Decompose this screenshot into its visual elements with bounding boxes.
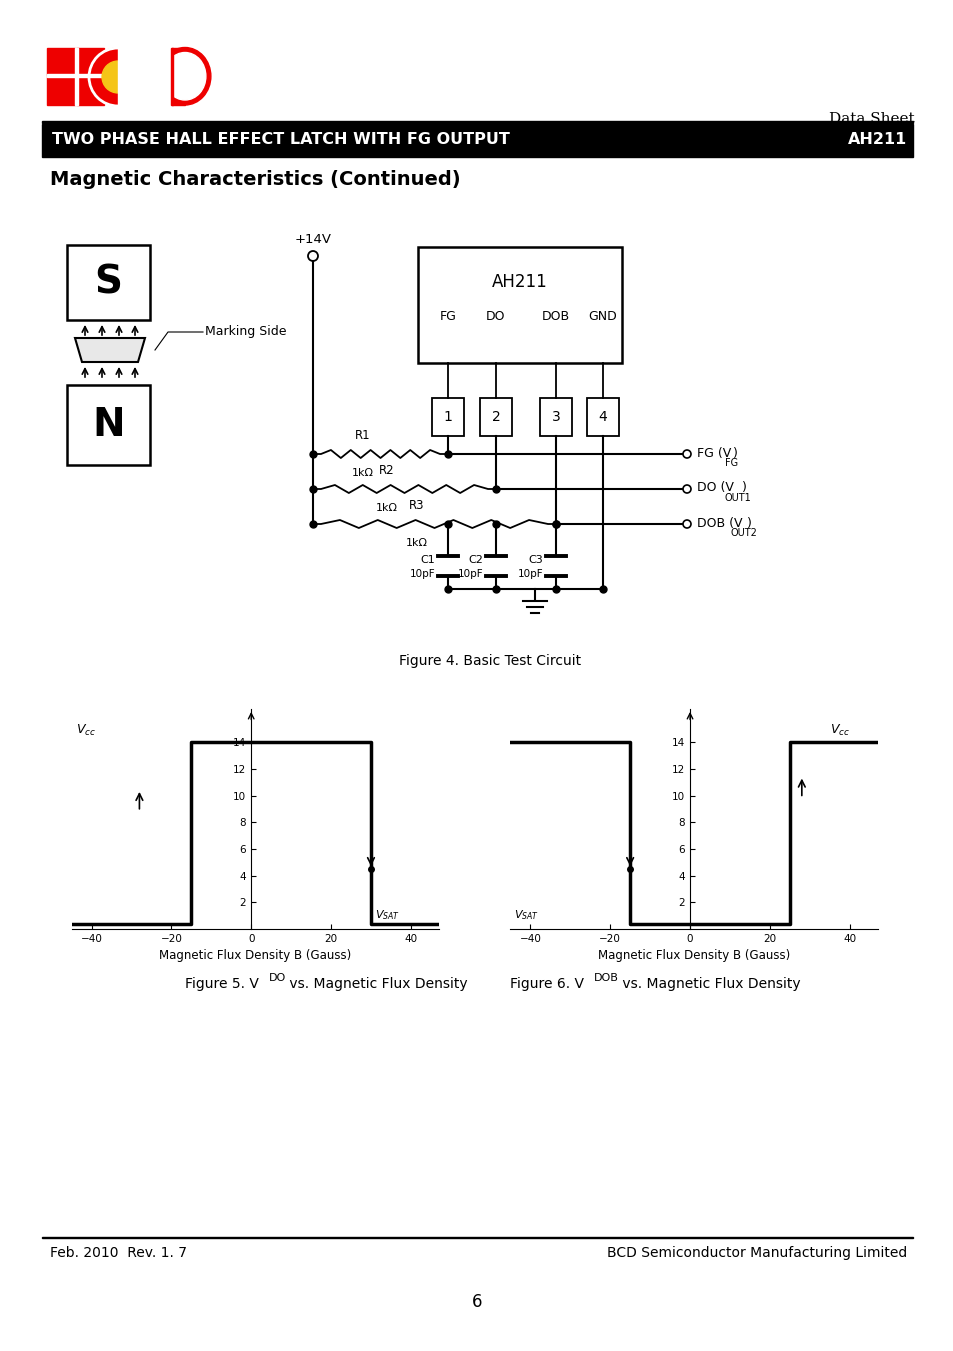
Text: Magnetic Characteristics (Continued): Magnetic Characteristics (Continued) [50, 170, 460, 189]
Text: FG (V: FG (V [697, 446, 731, 459]
Bar [118, 47, 149, 107]
Bar [47, 77, 75, 105]
Text: OUT2: OUT2 [730, 528, 757, 538]
Text: C3: C3 [528, 555, 542, 565]
Text: 10pF: 10pF [517, 569, 542, 580]
Text: 4: 4 [598, 409, 607, 424]
Text: DO: DO [269, 973, 286, 984]
Text: ): ) [746, 516, 752, 530]
Text: 2: 2 [491, 409, 500, 424]
Bar [42, 124, 912, 157]
Text: ): ) [733, 446, 738, 459]
Text: DOB: DOB [541, 311, 570, 323]
Text: DO: DO [486, 311, 505, 323]
Text: Figure 6. V: Figure 6. V [510, 977, 583, 992]
Text: Marking Side: Marking Side [205, 326, 286, 339]
Polygon shape [75, 338, 145, 362]
Text: 1: 1 [443, 409, 452, 424]
Text: R1: R1 [355, 430, 370, 442]
Bar [47, 74, 106, 77]
Text: 1kΩ: 1kΩ [405, 538, 427, 549]
Circle shape [102, 61, 133, 93]
Text: FG: FG [724, 458, 738, 467]
Text: OUT1: OUT1 [724, 493, 751, 503]
Bar [67, 385, 150, 465]
Text: vs. Magnetic Flux Density: vs. Magnetic Flux Density [285, 977, 467, 992]
Text: $V_{SAT}$: $V_{SAT}$ [375, 908, 399, 923]
Ellipse shape [159, 47, 211, 105]
Text: 1kΩ: 1kΩ [351, 467, 374, 478]
Bar [67, 245, 150, 320]
Bar [479, 399, 512, 436]
Text: 10pF: 10pF [409, 569, 435, 580]
Text: Feb. 2010  Rev. 1. 7: Feb. 2010 Rev. 1. 7 [50, 1246, 187, 1260]
Bar [47, 47, 75, 76]
Bar [42, 1236, 912, 1238]
Text: FG: FG [439, 311, 456, 323]
Bar [76, 47, 105, 76]
Bar [157, 47, 185, 105]
Bar [417, 247, 621, 363]
Bar [75, 47, 78, 105]
Text: AH211: AH211 [492, 273, 547, 290]
Text: $V_{cc}$: $V_{cc}$ [75, 723, 95, 739]
Text: 1kΩ: 1kΩ [375, 503, 397, 513]
Text: +14V: +14V [294, 232, 331, 246]
Text: 10pF: 10pF [456, 569, 482, 580]
Text: Data Sheet: Data Sheet [828, 112, 914, 126]
Bar [171, 47, 172, 105]
Text: 3: 3 [551, 409, 559, 424]
Bar [539, 399, 572, 436]
Text: C2: C2 [468, 555, 482, 565]
Text: TWO PHASE HALL EFFECT LATCH WITH FG OUTPUT: TWO PHASE HALL EFFECT LATCH WITH FG OUTP… [52, 132, 509, 147]
Text: DO (V: DO (V [697, 481, 733, 494]
Text: 6: 6 [471, 1293, 482, 1310]
Text: vs. Magnetic Flux Density: vs. Magnetic Flux Density [618, 977, 800, 992]
Text: ): ) [741, 481, 746, 494]
Circle shape [89, 49, 147, 105]
Ellipse shape [164, 53, 206, 100]
X-axis label: Magnetic Flux Density B (Gauss): Magnetic Flux Density B (Gauss) [159, 950, 351, 962]
Text: Figure 4. Basic Test Circuit: Figure 4. Basic Test Circuit [398, 654, 580, 667]
X-axis label: Magnetic Flux Density B (Gauss): Magnetic Flux Density B (Gauss) [598, 950, 789, 962]
Text: R2: R2 [378, 463, 394, 477]
Text: DOB (V: DOB (V [697, 516, 741, 530]
Bar [432, 399, 463, 436]
Text: AH211: AH211 [847, 132, 906, 147]
Text: $V_{cc}$: $V_{cc}$ [829, 723, 849, 739]
Text: S: S [94, 263, 122, 301]
Text: R3: R3 [408, 499, 424, 512]
Text: N: N [92, 407, 125, 444]
Bar [42, 122, 912, 123]
Text: $V_{SAT}$: $V_{SAT}$ [514, 908, 539, 923]
Text: C1: C1 [420, 555, 435, 565]
Bar [76, 77, 105, 105]
Text: BCD Semiconductor Manufacturing Limited: BCD Semiconductor Manufacturing Limited [606, 1246, 906, 1260]
Text: Figure 5. V: Figure 5. V [185, 977, 258, 992]
Text: GND: GND [588, 311, 617, 323]
Bar [154, 46, 171, 105]
Bar [586, 399, 618, 436]
Text: DOB: DOB [594, 973, 618, 984]
